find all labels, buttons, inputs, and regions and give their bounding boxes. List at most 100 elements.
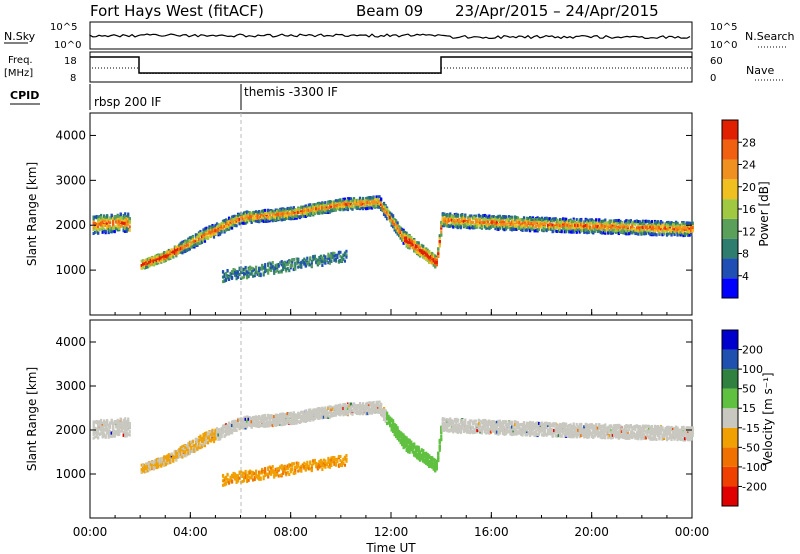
- velocity-cell: [200, 436, 204, 440]
- power-cell: [404, 233, 407, 237]
- power-cell: [429, 256, 432, 260]
- velocity-cell: [146, 461, 149, 465]
- velocity-cell: [121, 426, 124, 430]
- power-cell: [423, 247, 426, 251]
- power-cell: [280, 218, 283, 222]
- power-cell: [277, 209, 280, 213]
- power-cell: [682, 230, 685, 234]
- power-cell: [190, 245, 193, 249]
- power-cell: [122, 218, 125, 222]
- power-cell: [343, 197, 347, 201]
- power-cell: [145, 261, 148, 265]
- power-cell: [196, 233, 199, 237]
- power-cell: [565, 219, 568, 223]
- power-cell: [399, 234, 402, 238]
- velocity-cell: [103, 428, 106, 432]
- power-cell: [449, 224, 452, 228]
- power-cell: [540, 216, 544, 220]
- power-cell: [516, 221, 520, 225]
- power-cell: [653, 232, 657, 236]
- power-cell: [328, 205, 331, 209]
- power-cell: [220, 225, 223, 229]
- power-cell: [456, 221, 459, 225]
- power-cell: [674, 229, 678, 233]
- power-cell: [357, 205, 360, 209]
- power-cell: [537, 225, 541, 229]
- velocity-cell: [107, 435, 110, 439]
- power-cell: [267, 271, 270, 275]
- velocity-cell: [188, 451, 192, 455]
- power-cell: [316, 205, 319, 209]
- velocity-cell: [112, 434, 115, 438]
- power-cell: [246, 210, 249, 214]
- power-cell: [164, 255, 167, 259]
- power-cell: [428, 260, 431, 264]
- velocity-cell: [181, 451, 184, 455]
- power-cell: [450, 221, 453, 225]
- power-cell: [548, 220, 551, 224]
- power-cell: [157, 260, 160, 264]
- power-cell: [398, 229, 401, 233]
- power-cell: [256, 272, 259, 276]
- power-cell: [413, 249, 416, 253]
- power-cell: [110, 215, 113, 219]
- power-cell: [279, 261, 282, 265]
- power-cell: [668, 226, 672, 230]
- power-cell: [459, 220, 462, 224]
- velocity-cell: [208, 438, 211, 442]
- power-cell: [483, 220, 487, 224]
- power-cell: [140, 259, 143, 263]
- power-cell: [668, 230, 672, 234]
- velocity-cell: [113, 431, 116, 435]
- power-cell: [556, 219, 559, 223]
- power-cell: [665, 223, 669, 227]
- power-cell: [252, 218, 255, 222]
- power-cell: [674, 222, 678, 226]
- power-cell: [258, 266, 261, 270]
- power-cell: [668, 228, 672, 232]
- power-cell: [121, 223, 124, 227]
- power-cell: [610, 227, 613, 231]
- power-cell: [122, 213, 125, 217]
- power-cell: [324, 211, 327, 215]
- power-cell: [313, 203, 316, 207]
- power-cell: [95, 230, 98, 234]
- power-cell: [646, 225, 649, 229]
- power-cell: [622, 229, 625, 233]
- nave-trace: [92, 67, 692, 74]
- power-cell: [644, 225, 648, 229]
- power-cell: [334, 201, 338, 205]
- power-cell: [682, 221, 685, 225]
- power-cell: [310, 259, 313, 263]
- velocity-cell: [122, 423, 125, 427]
- power-cell: [489, 225, 493, 229]
- power-cell: [384, 205, 387, 209]
- power-cell: [357, 200, 360, 204]
- power-cell: [264, 270, 267, 274]
- power-cell: [253, 272, 256, 276]
- power-cell: [217, 233, 220, 237]
- power-cell: [313, 257, 316, 261]
- power-cell: [306, 261, 309, 265]
- power-cell: [494, 222, 497, 226]
- power-cell: [227, 221, 231, 225]
- velocity-cell: [140, 463, 143, 467]
- power-cell: [401, 237, 404, 241]
- power-cell: [255, 265, 258, 269]
- power-cell: [655, 233, 658, 237]
- power-cell: [504, 223, 508, 227]
- velocity-cell: [194, 447, 198, 451]
- power-cell: [214, 232, 217, 236]
- power-cell: [450, 218, 453, 222]
- power-cell: [321, 211, 324, 215]
- power-cell: [246, 272, 249, 276]
- cpid-panel: CPID rbsp 200 IF themis -3300 IF: [10, 84, 338, 110]
- power-cell: [587, 222, 590, 226]
- power-cell: [434, 259, 437, 263]
- velocity-cell: [94, 427, 97, 431]
- power-cell: [143, 260, 146, 264]
- power-cell: [518, 226, 521, 230]
- power-cell: [191, 245, 195, 249]
- power-cell: [420, 243, 423, 247]
